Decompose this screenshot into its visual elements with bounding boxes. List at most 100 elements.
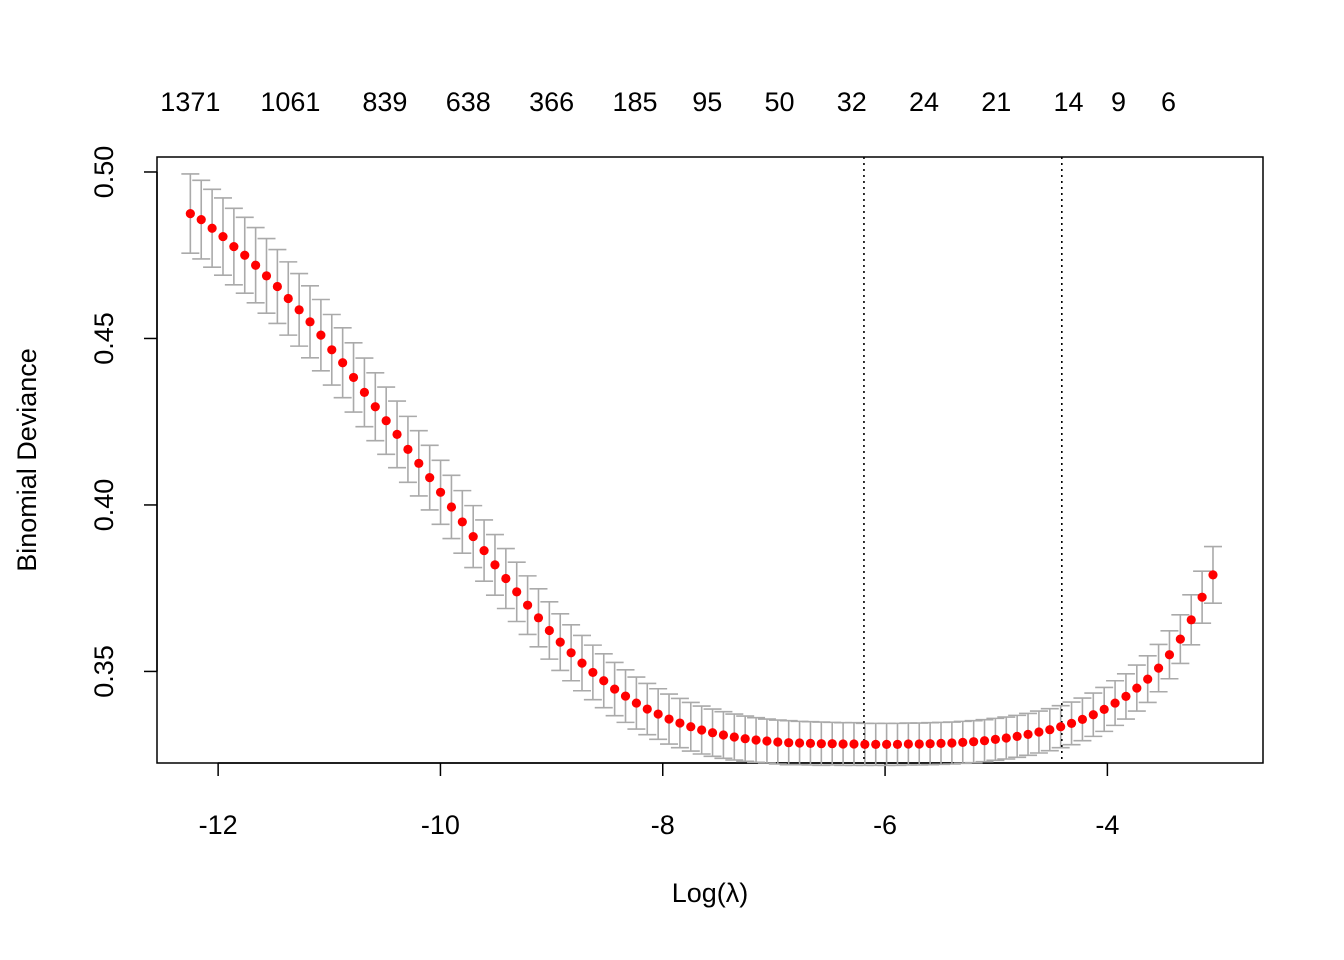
- data-point: [1088, 710, 1098, 720]
- data-point: [283, 293, 293, 304]
- data-point: [838, 739, 848, 749]
- data-point: [533, 613, 544, 623]
- data-point: [860, 739, 870, 749]
- data-point: [610, 684, 620, 694]
- data-point: [555, 637, 565, 647]
- data-point: [631, 698, 641, 708]
- data-point: [697, 725, 707, 735]
- data-point: [229, 241, 239, 252]
- data-point: [1110, 698, 1120, 708]
- top-axis-label: 6: [1161, 87, 1176, 117]
- data-point: [1099, 704, 1109, 714]
- x-tick-label: -10: [421, 810, 460, 840]
- y-tick-label: 0.40: [89, 479, 119, 532]
- error-bars: [181, 173, 1222, 767]
- data-point: [816, 739, 826, 749]
- data-point: [979, 736, 990, 746]
- data-point: [1066, 718, 1077, 728]
- data-point: [947, 738, 957, 748]
- data-point: [1034, 727, 1044, 737]
- top-axis-label: 32: [837, 87, 867, 117]
- top-axis-label: 185: [612, 87, 657, 117]
- x-tick-label: -4: [1095, 810, 1119, 840]
- data-point: [425, 473, 435, 483]
- data-point: [327, 345, 337, 355]
- x-axis-title: Log(λ): [672, 878, 749, 908]
- data-point: [381, 416, 391, 426]
- data-point: [642, 704, 652, 714]
- data-point: [794, 738, 805, 748]
- data-point: [675, 718, 685, 728]
- data-point: [729, 732, 739, 742]
- data-point: [544, 625, 554, 636]
- data-point: [1197, 592, 1207, 602]
- data-point: [512, 587, 522, 597]
- data-point: [1045, 725, 1055, 735]
- data-point: [338, 358, 348, 368]
- data-point: [653, 709, 663, 719]
- data-point: [620, 691, 631, 701]
- data-point: [1023, 729, 1033, 739]
- data-point: [588, 667, 598, 678]
- top-axis-label: 24: [909, 87, 939, 117]
- data-point: [457, 517, 467, 527]
- data-point: [958, 737, 968, 747]
- data-point: [599, 676, 609, 686]
- top-axis-label: 1371: [160, 87, 220, 117]
- top-axis-label: 839: [362, 87, 407, 117]
- data-point: [294, 305, 304, 315]
- y-tick-label: 0.50: [89, 146, 119, 199]
- x-tick-label: -8: [651, 810, 675, 840]
- data-point: [522, 600, 533, 610]
- data-point: [207, 223, 217, 233]
- data-point: [1208, 570, 1218, 580]
- data-point: [1143, 674, 1153, 684]
- top-axis-nonzero-counts: 1371 1061 839 638 366 185 95 50 32 24 21 14 9 6: [160, 87, 1176, 117]
- top-axis-label: 9: [1111, 87, 1126, 117]
- data-point: [892, 739, 903, 749]
- data-point: [805, 738, 816, 748]
- data-point: [1153, 663, 1164, 673]
- reference-lines: [863, 157, 1063, 763]
- data-point: [751, 735, 761, 745]
- data-point: [479, 545, 489, 556]
- data-point: [1132, 683, 1142, 693]
- y-axis-title: Binomial Deviance: [12, 348, 42, 572]
- data-point: [316, 330, 326, 340]
- data-point: [468, 531, 478, 542]
- y-tick-label: 0.35: [89, 645, 119, 698]
- data-point: [414, 458, 424, 468]
- top-axis-label: 50: [764, 87, 794, 117]
- data-point: [196, 214, 206, 225]
- data-point: [849, 739, 859, 749]
- data-point: [577, 658, 587, 668]
- y-axis: 0.35 0.40 0.45 0.50: [89, 146, 158, 698]
- data-point: [240, 250, 250, 260]
- data-point: [305, 317, 315, 327]
- data-point: [882, 739, 892, 749]
- data-point: [707, 728, 718, 738]
- data-point: [784, 738, 794, 748]
- x-axis: -12 -10 -8 -6 -4: [199, 762, 1119, 840]
- data-point: [403, 444, 413, 454]
- data-point: [251, 260, 261, 270]
- data-point: [185, 209, 195, 219]
- data-point: [903, 739, 913, 749]
- data-point: [990, 734, 1000, 744]
- data-point: [1186, 615, 1196, 625]
- data-point: [1164, 650, 1175, 660]
- data-point: [359, 387, 370, 398]
- data-point: [740, 734, 750, 744]
- top-axis-label: 95: [692, 87, 722, 117]
- data-point: [762, 736, 772, 746]
- data-point: [392, 429, 402, 439]
- data-point: [1121, 691, 1131, 702]
- data-point: [773, 737, 783, 747]
- data-point: [871, 739, 881, 749]
- data-point: [718, 730, 729, 740]
- data-point: [370, 402, 380, 412]
- data-point: [1077, 714, 1088, 724]
- data-point: [218, 231, 228, 242]
- top-axis-label: 366: [529, 87, 574, 117]
